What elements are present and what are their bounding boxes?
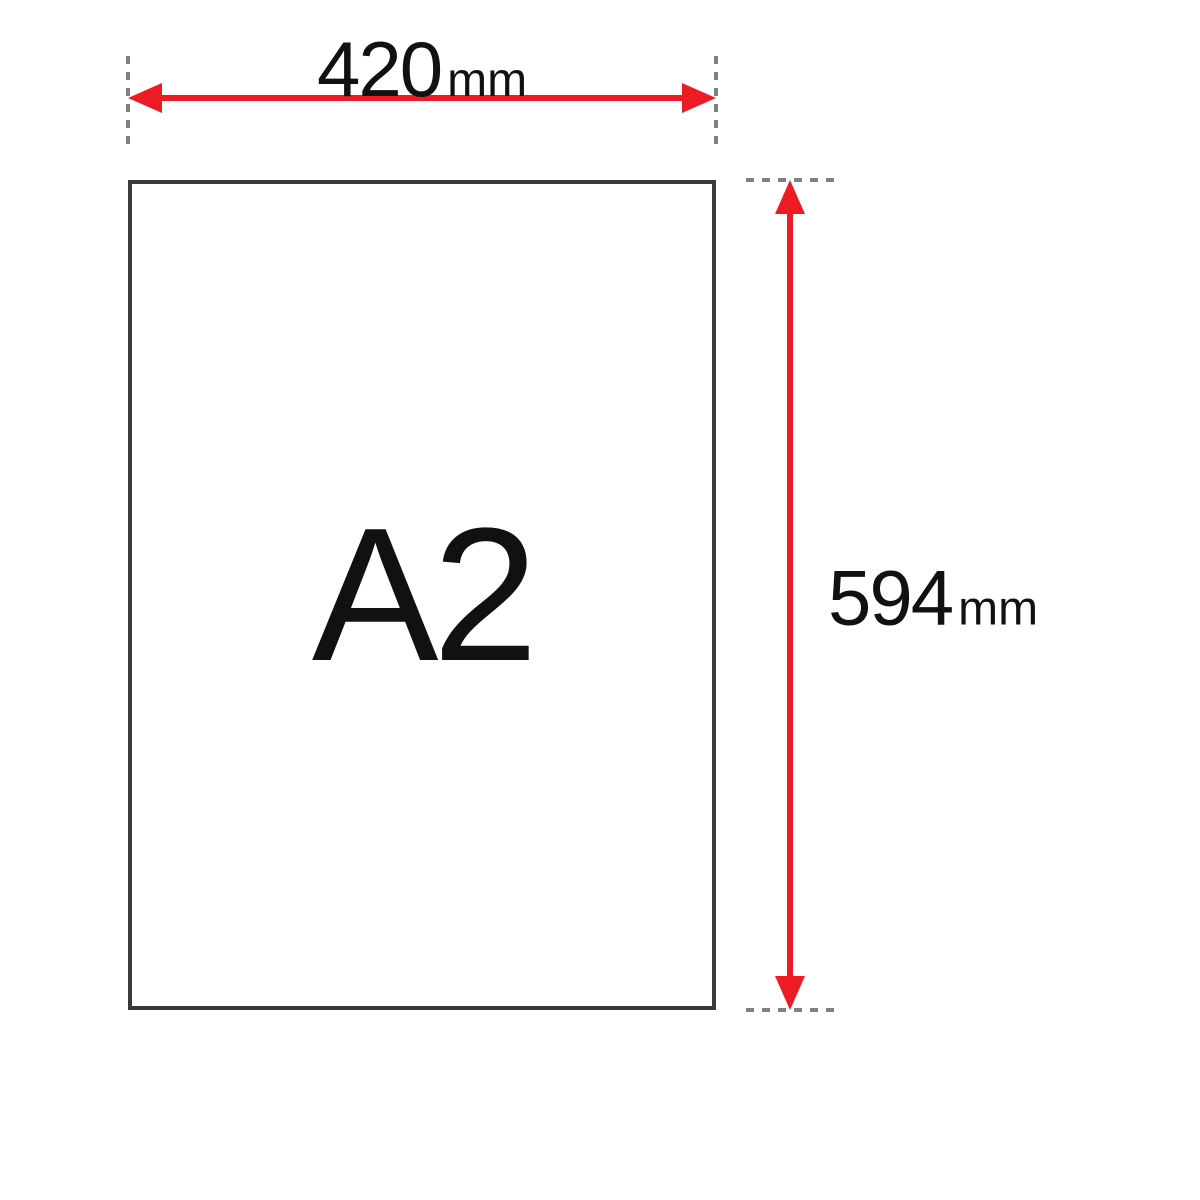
width-unit: mm [447,54,527,107]
paper-rect: A2 [128,180,716,1010]
height-arrow-head-top [775,180,805,214]
width-arrow-head-left [128,83,162,113]
diagram-canvas: A2 420mm 594mm [0,0,1200,1200]
width-dimension-label: 420mm [317,24,527,115]
width-arrow-head-right [682,83,716,113]
height-arrow-head-bottom [775,976,805,1010]
width-value: 420 [317,25,441,113]
paper-size-label: A2 [312,500,532,690]
height-unit: mm [958,583,1038,636]
height-dimension-label: 594mm [828,553,1038,644]
height-value: 594 [828,554,952,642]
